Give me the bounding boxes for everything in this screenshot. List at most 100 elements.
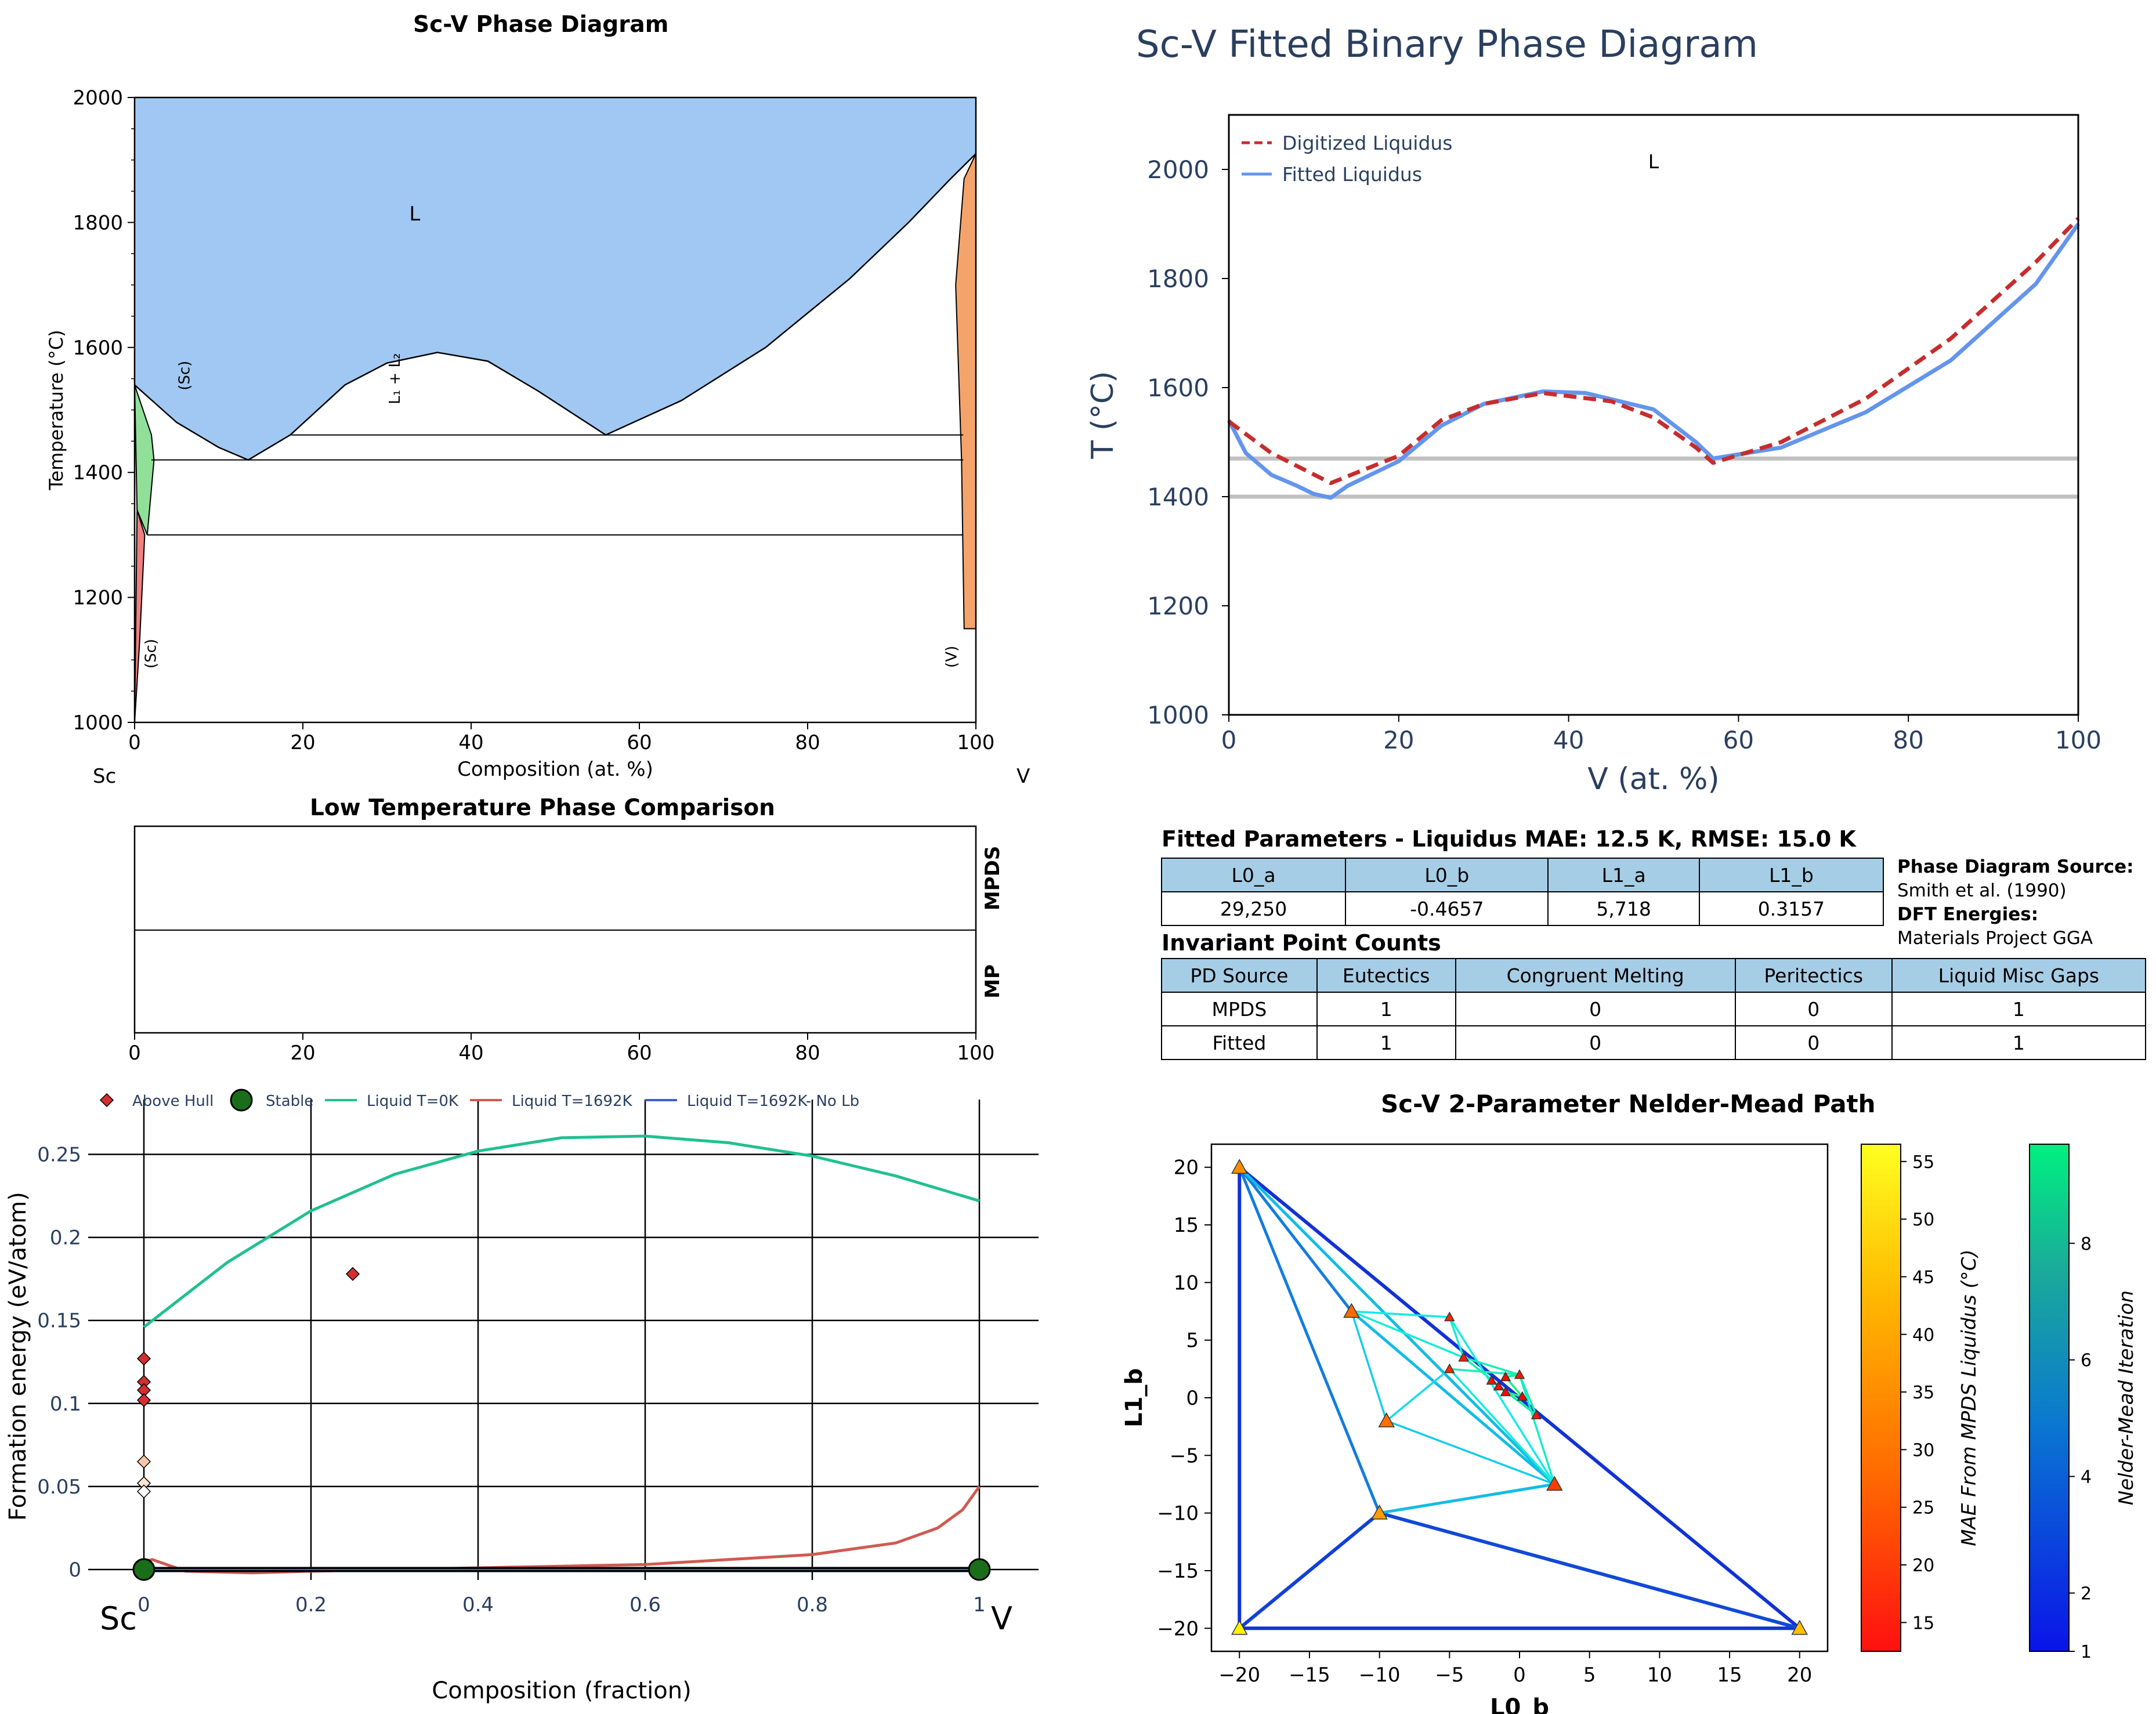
tl-title: Sc-V Phase Diagram	[413, 12, 669, 38]
path-segment-13	[1448, 1317, 1555, 1485]
params-value-l1b: 0.3157	[1698, 891, 1884, 926]
mae-colorbar-label: MAE From MPDS Liquidus (°C)	[1958, 1249, 1981, 1546]
misc-gap-label: L₁ + L₂	[386, 353, 404, 404]
sc-high-region	[134, 385, 155, 536]
inv-fitted-misc: 1	[1891, 1025, 2147, 1060]
above-hull-point	[136, 1351, 151, 1366]
simplex-point	[1371, 1505, 1388, 1520]
left-element-label: Sc	[100, 1600, 137, 1637]
legend-liquid-nolb-label: Liquid T=1692K- No Lb	[687, 1093, 859, 1110]
br-nelder-mead: −20 −15 −10 −5 0 5 10 15 20 −20 −15 −10 −5 0 5 10 15 20 L0…	[1121, 1143, 2138, 1714]
mae-colorbar-tick-label: 20	[1912, 1556, 1934, 1576]
pd-source-value: Smith et al. (1990)	[1897, 880, 2067, 901]
y-tick-label: 1000	[1147, 701, 1209, 729]
x-tick-label: 60	[1723, 726, 1754, 754]
y-tick-label: 1600	[73, 337, 123, 360]
sc-high-label: (Sc)	[176, 361, 193, 390]
y-axis-label: L1_b	[1121, 1368, 1148, 1427]
simplex-point	[1444, 1363, 1455, 1373]
path-segment-11	[1379, 1482, 1555, 1515]
params-header-l1b: L1_b	[1698, 858, 1884, 892]
legend-above-hull-marker	[99, 1093, 114, 1108]
y-tick-label: 0.25	[37, 1144, 81, 1167]
x-tick-label: 100	[957, 1042, 995, 1065]
params-value-l0a: 29,250	[1160, 891, 1347, 926]
iteration-colorbar-tick-label: 2	[2081, 1584, 2092, 1604]
simplex-point	[1231, 1159, 1248, 1174]
simplex-point	[1514, 1369, 1525, 1379]
y-tick-label: −5	[1170, 1444, 1199, 1467]
dft-label: DFT Energies:	[1897, 904, 2039, 925]
y-tick-label: −20	[1157, 1617, 1199, 1640]
mae-colorbar-tick-label: 45	[1912, 1267, 1934, 1288]
liquid-label: L	[409, 203, 420, 226]
inv-header-misc: Liquid Misc Gaps	[1891, 958, 2147, 993]
plot-frame	[1228, 114, 2079, 716]
liquid-0k-line	[143, 1134, 980, 1329]
x-tick-label: 80	[795, 1042, 820, 1065]
v-label: (V)	[943, 646, 961, 668]
x-tick-label: 0.6	[630, 1593, 661, 1617]
simplex-point	[1231, 1619, 1248, 1635]
mae-colorbar-tick-label: 30	[1912, 1440, 1934, 1460]
x-axis-label: L0_b	[1490, 1694, 1549, 1714]
legend-fitted-label: Fitted Liquidus	[1282, 163, 1422, 186]
source-block: Phase Diagram Source: Smith et al. (1990…	[1897, 855, 2134, 950]
path-segment-10	[1386, 1420, 1555, 1485]
x-tick-label: 0	[1221, 726, 1237, 754]
y-tick-label: 1800	[73, 211, 123, 234]
y-tick-label: −10	[1157, 1502, 1199, 1525]
x-tick-label: −20	[1218, 1664, 1260, 1687]
y-tick-label: 2000	[73, 86, 123, 110]
y-tick-label: 2000	[1147, 156, 1209, 184]
simplex-point	[1458, 1351, 1469, 1362]
legend-liquid-0k-label: Liquid T=0K	[367, 1093, 459, 1110]
simplex-point	[1531, 1409, 1542, 1419]
mae-colorbar-tick-label: 55	[1912, 1152, 1934, 1173]
x-tick-label: 100	[957, 731, 995, 754]
path-segment-28	[1351, 1310, 1464, 1359]
y-tick-label: 0.05	[37, 1476, 81, 1499]
inv-fitted-peritectics: 0	[1734, 1025, 1893, 1060]
liquid-1692k-line	[143, 1485, 981, 1575]
simplex-point	[1791, 1619, 1808, 1635]
x-tick-label: 100	[2055, 726, 2101, 754]
sc-low-label: (Sc)	[142, 639, 160, 668]
simplex-point	[1343, 1303, 1360, 1318]
x-tick-label: 1	[973, 1593, 986, 1617]
stable-point	[132, 1558, 155, 1581]
x-tick-label: 40	[1553, 726, 1584, 754]
inv-fitted-source: Fitted	[1161, 1025, 1318, 1060]
iteration-colorbar-tick-label: 1	[2081, 1642, 2092, 1662]
x-tick-label: 20	[290, 1042, 315, 1065]
path-segment-7	[1350, 1310, 1555, 1485]
iteration-colorbar-tick-label: 4	[2081, 1467, 2092, 1488]
y-tick-label: 15	[1174, 1214, 1199, 1237]
simplex-point	[1517, 1391, 1528, 1401]
mae-colorbar-tick-label: 15	[1912, 1613, 1934, 1633]
pd-source-label: Phase Diagram Source:	[1897, 856, 2134, 877]
path-segment-17	[1463, 1356, 1520, 1376]
y-tick-label: 0	[68, 1558, 81, 1582]
liquid-region	[135, 97, 976, 460]
simplex-point	[1378, 1412, 1395, 1427]
x-tick-label: 0	[1513, 1664, 1526, 1687]
near-hull-point	[136, 1454, 151, 1469]
path-segment-16	[1448, 1317, 1465, 1358]
x-tick-label: 0	[128, 1042, 141, 1065]
mae-colorbar-tick-label: 50	[1912, 1210, 1934, 1230]
legend-above-hull-label: Above Hull	[132, 1093, 214, 1110]
path-segment-27	[1518, 1374, 1556, 1485]
path-segment-6	[1238, 1166, 1381, 1514]
params-header-l1a: L1_a	[1547, 858, 1700, 892]
digitized-liquidus-line	[1227, 217, 2080, 485]
iteration-colorbar-tick-label: 6	[2081, 1351, 2092, 1371]
x-axis-label: V (at. %)	[1587, 762, 1719, 797]
stable-point	[968, 1558, 991, 1581]
x-tick-label: 5	[1583, 1664, 1596, 1687]
y-tick-label: 1600	[1147, 374, 1209, 402]
invariants-table: PD Source Eutectics Congruent Melting Pe…	[1161, 958, 2147, 1060]
inv-fitted-eutectics: 1	[1316, 1025, 1456, 1060]
x-tick-label: 60	[627, 731, 652, 754]
sc-low-region	[134, 509, 146, 723]
